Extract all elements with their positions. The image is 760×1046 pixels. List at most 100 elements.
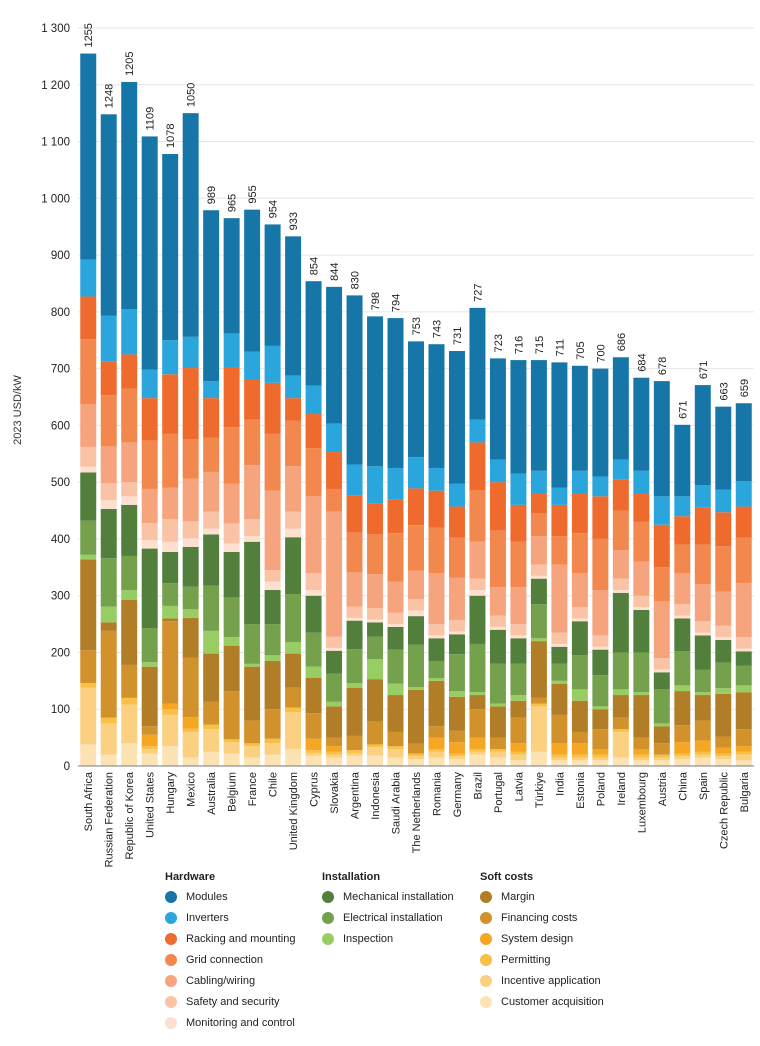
segment-inspection [203,630,220,654]
segment-mechanical-installation [408,616,424,645]
segment-electrical-installation [182,586,199,610]
segment-inspection [469,692,486,696]
segment-financing-costs [100,630,117,718]
segment-racking-and-mounting [469,442,486,491]
segment-margin [80,559,97,651]
segment-margin [592,709,609,730]
segment-electrical-installation [387,649,404,684]
segment-monitoring-and-control [100,500,117,509]
segment-monitoring-and-control [223,543,240,552]
segment-safety-and-security [100,483,117,501]
segment-customer-acquisition [674,759,691,766]
bar-united-kingdom [285,236,302,766]
segment-racking-and-mounting [285,398,302,421]
total-label: 753 [411,317,423,335]
segment-incentive-application [530,706,547,752]
segment-mechanical-installation [326,650,343,674]
segment-mechanical-installation [571,621,588,656]
bar-austria [653,381,670,766]
segment-cabling-wiring [653,601,670,659]
segment-inverters [121,309,138,355]
bar-china [674,424,691,766]
x-tick-label: Brazil [472,772,484,800]
y-tick-label: 300 [51,591,70,603]
legend-label: Financing costs [501,911,578,924]
segment-monitoring-and-control [367,619,384,623]
segment-monitoring-and-control [510,635,527,639]
segment-modules [305,281,322,386]
segment-racking-and-mounting [551,504,568,537]
bar-hungary [162,154,179,766]
segment-safety-and-security [735,637,752,649]
segment-incentive-application [674,756,691,760]
x-tick-label: Australia [206,771,218,815]
segment-grid-connection [182,439,199,479]
segment-modules [346,295,363,465]
segment-permitting [674,753,691,757]
segment-permitting [735,751,752,755]
segment-grid-connection [510,541,527,588]
segment-racking-and-mounting [346,495,363,533]
legend-item-mechanical-installation: Mechanical installation [322,886,454,907]
y-tick-label: 1 200 [41,80,70,92]
segment-mechanical-installation [551,646,568,664]
segment-cabling-wiring [100,446,117,484]
segment-customer-acquisition [715,759,732,766]
segment-permitting [203,724,220,730]
segment-system-design [448,742,465,754]
segment-modules [264,224,281,346]
segment-customer-acquisition [387,757,404,766]
segment-mechanical-installation [612,592,629,653]
segment-electrical-installation [571,655,588,690]
segment-monitoring-and-control [674,615,691,619]
segment-electrical-installation [244,624,261,664]
total-label: 955 [247,185,259,203]
segment-modules [448,351,465,484]
segment-electrical-installation [223,597,240,638]
segment-incentive-application [408,756,424,760]
y-tick-label: 900 [51,250,70,262]
segment-cabling-wiring [367,574,384,609]
segment-financing-costs [285,687,302,708]
segment-electrical-installation [612,652,629,690]
segment-permitting [326,751,343,755]
total-label: 671 [698,361,710,379]
segment-customer-acquisition [203,751,220,766]
segment-mechanical-installation [387,626,404,650]
segment-safety-and-security [551,632,568,644]
segment-safety-and-security [674,604,691,616]
segment-system-design [715,747,732,754]
segment-cabling-wiring [469,541,486,579]
bar-germany [448,351,465,766]
segment-inspection [653,723,670,727]
segment-system-design [510,743,527,752]
segment-mechanical-installation [530,578,547,605]
segment-margin [244,666,261,721]
segment-margin [387,695,404,732]
segment-mechanical-installation [80,472,97,521]
bar-cyprus [305,281,322,766]
segment-grid-connection [141,440,158,489]
total-label: 671 [677,400,689,418]
segment-safety-and-security [203,511,220,529]
segment-inverters [428,467,445,491]
segment-inverters [203,381,220,399]
segment-inverters [571,470,588,494]
segment-safety-and-security [408,599,424,611]
bar-argentina [346,295,363,766]
segment-grid-connection [387,533,404,582]
bar-russian-federation [100,114,117,766]
legend-group-hardware: Hardware Modules Inverters Racking and moun… [165,868,295,1033]
segment-inspection [305,666,322,679]
segment-inspection [80,554,97,560]
segment-modules [367,316,384,467]
segment-margin [141,666,158,727]
segment-system-design [182,717,199,729]
segment-cabling-wiring [203,471,220,512]
segment-modules [653,381,670,497]
segment-inverters [223,333,240,368]
segment-racking-and-mounting [653,524,670,568]
segment-monitoring-and-control [633,607,650,610]
legend-swatch [165,890,177,903]
